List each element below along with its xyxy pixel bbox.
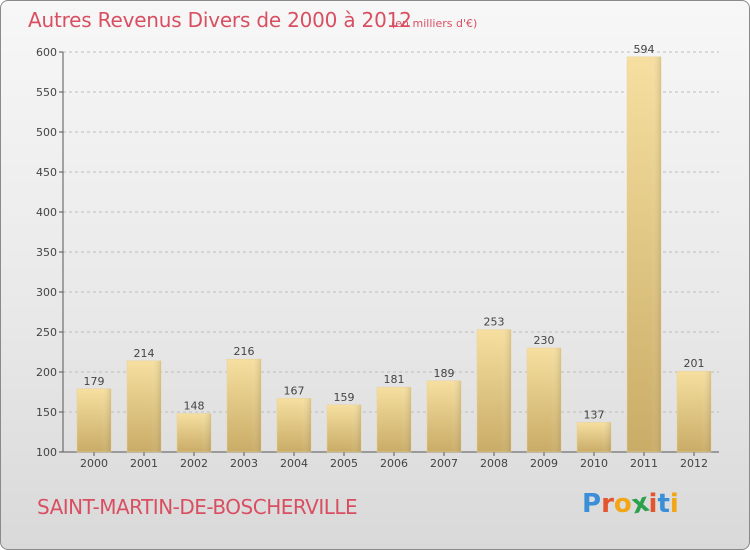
chart-title: Autres Revenus Divers de 2000 à 2012 xyxy=(28,8,412,32)
unit-note: (en milliers d'€) xyxy=(391,17,478,30)
y-tick-label: 200 xyxy=(36,366,57,379)
logo-letter: t xyxy=(657,489,670,519)
x-tick-label: 2006 xyxy=(380,457,408,470)
bar-layer xyxy=(76,56,712,453)
y-tick-label: 550 xyxy=(36,86,57,99)
x-tick-label: 2004 xyxy=(280,457,308,470)
y-tick-label: 600 xyxy=(36,46,57,59)
x-tick-label: 2002 xyxy=(180,457,208,470)
bar-value-label: 189 xyxy=(434,367,455,380)
x-tick-label: 2005 xyxy=(330,457,358,470)
label-layer: 179 214 148 216 167 159 181 189 253 230 137 594 201 xyxy=(84,43,705,422)
bar-shade xyxy=(377,387,411,452)
y-tick-label: 500 xyxy=(36,126,57,139)
bar-value-label: 159 xyxy=(334,391,355,404)
bar-shade xyxy=(577,422,611,452)
axis-layer: 100 150 200 250 300 350 400 450 500 550 600 2000 200… xyxy=(36,46,719,470)
y-tick-label: 300 xyxy=(36,286,57,299)
logo-letter: P xyxy=(582,489,602,519)
bar-shade xyxy=(277,398,311,452)
bar-shade xyxy=(677,371,711,452)
bar-shade xyxy=(327,404,361,452)
bar-shade xyxy=(77,388,111,452)
bar-value-label: 137 xyxy=(584,408,605,421)
y-tick-label: 250 xyxy=(36,326,57,339)
logo-letter: o xyxy=(613,489,632,519)
bar-value-label: 201 xyxy=(684,357,705,370)
x-tick-label: 2007 xyxy=(430,457,458,470)
y-tick-label: 150 xyxy=(36,406,57,419)
bar-shade xyxy=(227,359,261,452)
bar-shade xyxy=(427,380,461,452)
bar-value-label: 216 xyxy=(234,345,255,358)
x-tick-label: 2009 xyxy=(530,457,558,470)
y-tick-label: 100 xyxy=(36,446,57,459)
x-tick-label: 2003 xyxy=(230,457,258,470)
bar-shade xyxy=(177,413,211,452)
y-tick-label: 350 xyxy=(36,246,57,259)
bar-value-label: 179 xyxy=(84,375,105,388)
bar-value-label: 594 xyxy=(634,43,655,56)
y-tick-label: 400 xyxy=(36,206,57,219)
logo-letter: r xyxy=(601,489,614,519)
bar-value-label: 181 xyxy=(384,373,405,386)
logo-letter: i xyxy=(648,489,658,519)
bar-value-label: 214 xyxy=(134,347,155,360)
logo-letter: i xyxy=(669,489,679,519)
bar-shade xyxy=(477,329,511,452)
proxiti-logo: Proxiti xyxy=(582,488,679,521)
bar-value-label: 253 xyxy=(484,316,505,329)
location-name: SAINT-MARTIN-DE-BOSCHERVILLE xyxy=(37,495,358,519)
bar-value-label: 167 xyxy=(284,384,305,397)
x-tick-label: 2012 xyxy=(680,457,708,470)
bar-shade xyxy=(527,348,561,452)
bar-shade xyxy=(627,56,661,453)
x-tick-label: 2001 xyxy=(130,457,158,470)
x-tick-label: 2000 xyxy=(80,457,108,470)
x-tick-label: 2011 xyxy=(630,457,658,470)
x-tick-label: 2008 xyxy=(480,457,508,470)
bar-value-label: 230 xyxy=(534,334,555,347)
x-tick-label: 2010 xyxy=(580,457,608,470)
bar-shade xyxy=(127,360,161,452)
bar-value-label: 148 xyxy=(184,400,205,413)
y-tick-label: 450 xyxy=(36,166,57,179)
